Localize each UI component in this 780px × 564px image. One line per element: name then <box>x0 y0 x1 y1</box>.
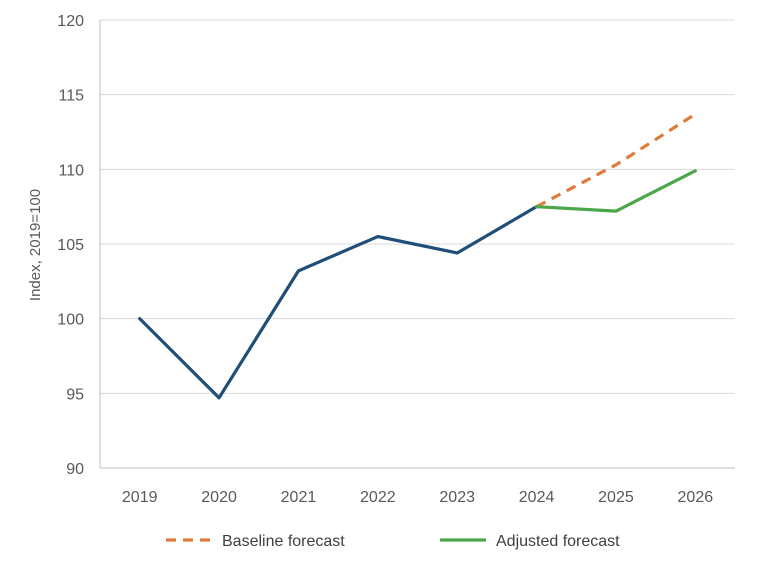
series-line-adjusted-forecast <box>534 169 697 213</box>
y-tick-label: 120 <box>57 13 84 30</box>
series-lines <box>138 112 697 400</box>
axes <box>99 20 735 469</box>
series-line-baseline-forecast <box>535 112 697 209</box>
y-tick-labels: 90 95 100 105 110 115 120 <box>57 13 84 478</box>
y-axis-label: Index, 2019=100 <box>27 189 44 301</box>
x-tick-label: 2024 <box>519 489 555 506</box>
y-tick-label: 105 <box>57 237 84 254</box>
x-tick-label: 2026 <box>678 489 714 506</box>
legend: Baseline forecast Adjusted forecast <box>166 533 620 550</box>
x-tick-label: 2020 <box>201 489 237 506</box>
y-tick-label: 110 <box>58 162 84 179</box>
gridlines <box>100 19 735 394</box>
x-tick-label: 2025 <box>598 489 634 506</box>
y-tick-label: 95 <box>66 386 84 403</box>
legend-label: Adjusted forecast <box>496 533 620 550</box>
series-line-historical <box>138 205 539 400</box>
legend-label: Baseline forecast <box>222 533 345 550</box>
y-tick-label: 115 <box>58 88 84 105</box>
y-tick-label: 90 <box>66 461 84 478</box>
x-tick-label: 2019 <box>122 489 158 506</box>
y-tick-label: 100 <box>57 312 84 329</box>
x-tick-label: 2022 <box>360 489 396 506</box>
x-tick-label: 2023 <box>439 489 475 506</box>
x-tick-labels: 2019 2020 2021 2022 2023 2024 2025 2026 <box>122 489 713 506</box>
x-tick-label: 2021 <box>281 489 317 506</box>
